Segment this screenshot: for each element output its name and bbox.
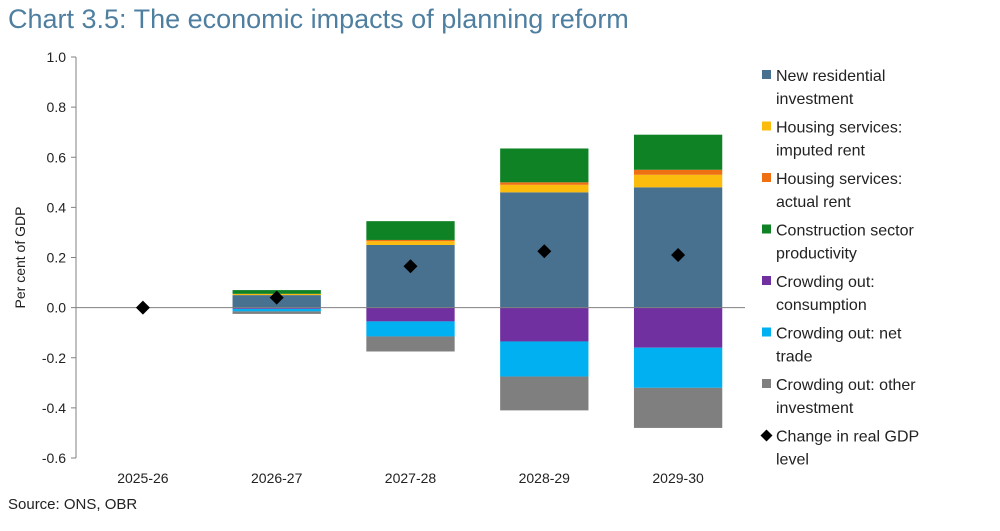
legend-label-line: imputed rent <box>776 143 865 160</box>
legend-label-line: consumption <box>776 297 867 314</box>
gdp-marker <box>537 244 552 259</box>
legend-label-line: actual rent <box>776 194 851 211</box>
y-tick-label: -0.2 <box>42 350 66 366</box>
y-tick-label: -0.6 <box>42 450 66 466</box>
legend-label-line: Housing services: <box>776 120 902 137</box>
bar-segment <box>500 182 589 185</box>
x-tick-label: 2028-29 <box>519 470 571 486</box>
legend-swatch <box>762 70 771 79</box>
legend-swatch <box>762 327 771 337</box>
bar-segment <box>366 221 455 240</box>
y-tick-label: 0.2 <box>47 250 67 266</box>
bar-segment <box>366 336 455 352</box>
chart-source: Source: ONS, OBR <box>8 496 138 513</box>
legend-label-line: New residential <box>776 68 885 85</box>
bar-segment <box>500 184 589 193</box>
y-axis-title: Per cent of GDP <box>12 207 28 309</box>
gdp-marker <box>135 300 150 315</box>
legend-label-line: trade <box>776 349 813 366</box>
y-tick-label: 0.0 <box>47 300 67 316</box>
bar-segment <box>366 307 455 322</box>
legend-label-line: investment <box>776 91 854 108</box>
chart-title: Chart 3.5: The economic impacts of plann… <box>8 4 629 34</box>
bar-segment <box>232 307 321 309</box>
legend-swatch <box>762 276 771 285</box>
legend-swatch <box>762 121 771 131</box>
bar-segment <box>633 134 723 170</box>
legend-label-line: Crowding out: other <box>776 377 916 394</box>
legend-label-line: Housing services: <box>776 171 902 188</box>
bar-segment <box>366 241 455 245</box>
y-tick-label: 0.4 <box>47 199 67 215</box>
legend-swatch <box>762 173 771 182</box>
bar-segment <box>633 187 723 308</box>
legend-label: Change in real GDP level <box>776 429 919 469</box>
legend-label-line: Construction sector <box>776 223 915 240</box>
x-tick-label: 2026-27 <box>251 470 303 486</box>
legend-label-line: Change in real GDP <box>776 429 919 446</box>
legend-label: Crowding out: other investment <box>776 377 916 417</box>
y-tick-label: 0.6 <box>47 149 67 165</box>
bar-segment <box>633 347 723 388</box>
legend-swatch <box>762 224 771 234</box>
legend-label-line: Crowding out: net <box>776 326 902 343</box>
bar-segment <box>366 239 455 242</box>
legend-label: New residential investment <box>776 68 885 108</box>
legend-label-line: level <box>776 452 809 469</box>
legend-label: Housing services: imputed rent <box>776 120 902 160</box>
bar-segment <box>633 387 723 428</box>
y-tick-label: -0.4 <box>42 400 66 416</box>
bar-segment <box>500 307 589 342</box>
x-tick-label: 2027-28 <box>385 470 437 486</box>
gdp-marker <box>269 290 284 305</box>
bar-segment <box>366 244 455 308</box>
gdp-marker <box>403 259 418 274</box>
gdp-marker <box>671 247 686 262</box>
legend-label: Construction sector productivity <box>776 223 915 263</box>
bar-segment <box>500 376 589 411</box>
y-tick-label: 1.0 <box>47 49 67 65</box>
legend-label-line: productivity <box>776 246 857 263</box>
legend-label-line: investment <box>776 400 854 417</box>
legend-swatch <box>760 429 773 442</box>
bar-segment <box>232 308 321 312</box>
bar-segment <box>500 148 589 183</box>
legend-label: Crowding out: net trade <box>776 326 902 366</box>
bar-segment <box>633 174 723 188</box>
bar-segment <box>500 341 589 377</box>
legend-label-line: Crowding out: <box>776 274 875 291</box>
bar-segment <box>366 321 455 337</box>
legend-label: Housing services: actual rent <box>776 171 902 211</box>
x-tick-label: 2029-30 <box>652 470 704 486</box>
x-tick-label: 2025-26 <box>117 470 169 486</box>
bar-segment <box>633 307 723 348</box>
bar-segment <box>232 311 321 314</box>
legend-label: Crowding out: consumption <box>776 274 875 314</box>
bar-segment <box>633 169 723 175</box>
y-tick-label: 0.8 <box>47 99 67 115</box>
legend-swatch <box>762 379 771 388</box>
